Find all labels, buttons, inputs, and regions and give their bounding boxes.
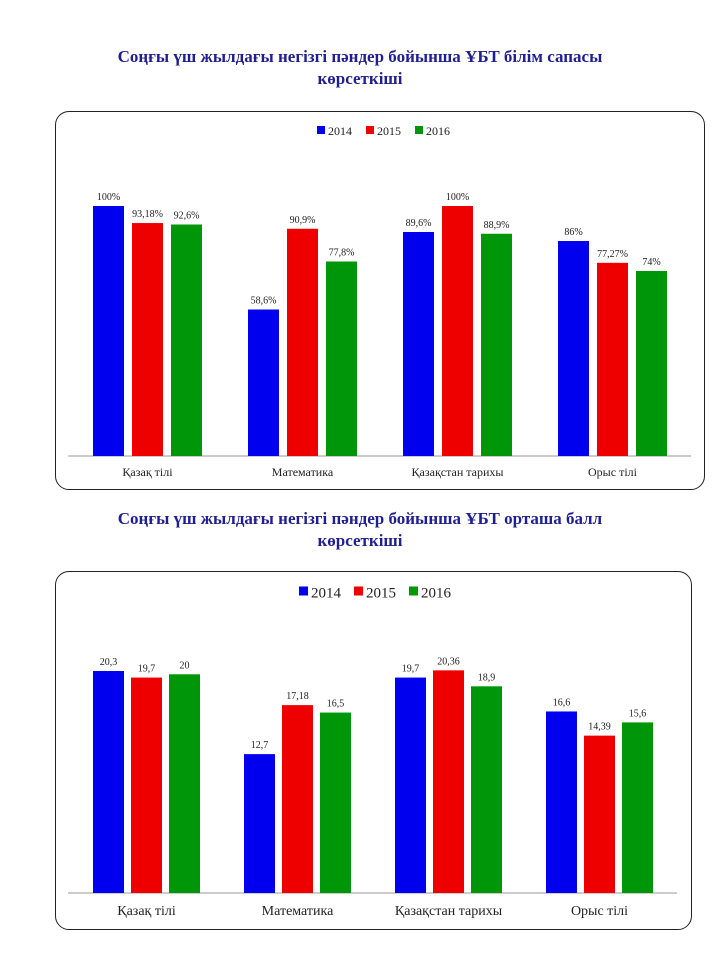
chart-title-quality-line1: Соңғы үш жылдағы негізгі пәндер бойынша … xyxy=(117,47,603,66)
quality-data-label-2014-0: 100% xyxy=(97,192,120,203)
score-bar-2016-0 xyxy=(169,674,200,893)
quality-category-label-1: Математика xyxy=(272,465,334,479)
chart-panel-average-score: 2014 2015 2016 20,3 19,7 20 Қазақ тілі 12,7 17,1… xyxy=(55,571,692,930)
chart-panel-quality: 2014 2015 2016 100% 93,18% 92,6% Қазақ тілі 58,… xyxy=(55,111,705,490)
quality-category-label-3: Орыс тілі xyxy=(588,465,638,479)
quality-data-label-2014-1: 58,6% xyxy=(251,296,277,307)
quality-bar-2015-2 xyxy=(442,206,473,456)
quality-bar-2016-0 xyxy=(171,224,202,456)
quality-legend-swatch-2014 xyxy=(317,126,325,134)
score-legend-swatch-2016 xyxy=(409,586,418,596)
score-category-label-1: Математика xyxy=(262,904,334,919)
score-data-label-2014-3: 16,6 xyxy=(553,697,571,708)
score-legend-swatch-2014 xyxy=(299,586,308,596)
score-data-label-2015-3: 14,39 xyxy=(588,722,611,733)
quality-bar-2014-1 xyxy=(248,309,279,456)
score-legend-swatch-2015 xyxy=(354,586,363,596)
quality-data-label-2015-3: 77,27% xyxy=(597,249,628,260)
quality-legend-swatch-2016 xyxy=(415,126,423,134)
quality-bar-2016-3 xyxy=(636,271,667,456)
quality-bar-2015-1 xyxy=(287,228,318,456)
chart-title-average-score-line1: Соңғы үш жылдағы негізгі пәндер бойынша … xyxy=(117,509,603,528)
quality-bar-2014-0 xyxy=(93,206,124,456)
quality-data-label-2014-3: 86% xyxy=(564,227,582,238)
score-bar-2016-3 xyxy=(622,722,653,893)
quality-data-label-2014-2: 89,6% xyxy=(406,218,432,229)
quality-data-label-2015-2: 100% xyxy=(446,192,469,203)
quality-legend-label-2014: 2014 xyxy=(328,124,352,138)
quality-data-label-2016-0: 92,6% xyxy=(174,211,200,222)
quality-bar-2015-0 xyxy=(132,223,163,456)
quality-legend-swatch-2015 xyxy=(366,126,374,134)
quality-bar-2014-2 xyxy=(403,232,434,456)
score-data-label-2015-1: 17,18 xyxy=(286,691,309,702)
score-bar-2014-0 xyxy=(93,671,124,893)
quality-data-label-2015-1: 90,9% xyxy=(290,215,316,226)
quality-legend-label-2016: 2016 xyxy=(426,124,450,138)
quality-bar-2015-3 xyxy=(597,262,628,456)
score-bar-2015-0 xyxy=(131,677,162,893)
quality-data-label-2015-0: 93,18% xyxy=(132,209,163,220)
score-bar-2014-3 xyxy=(546,711,577,893)
score-category-label-3: Орыс тілі xyxy=(571,904,628,919)
score-legend-label-2015: 2015 xyxy=(366,585,396,601)
score-bar-2015-3 xyxy=(584,735,615,893)
quality-category-label-2: Қазақстан тарихы xyxy=(412,465,504,479)
score-category-label-2: Қазақстан тарихы xyxy=(395,904,503,919)
score-bar-2014-2 xyxy=(395,677,426,893)
score-legend: 2014 2015 2016 xyxy=(299,585,452,601)
score-bar-2015-2 xyxy=(433,670,464,893)
score-legend-label-2016: 2016 xyxy=(421,585,452,601)
chart-quality: 2014 2015 2016 100% 93,18% 92,6% Қазақ тілі 58,… xyxy=(68,124,691,479)
quality-legend: 2014 2015 2016 xyxy=(317,124,450,138)
score-data-label-2015-2: 20,36 xyxy=(437,656,460,667)
score-data-label-2016-1: 16,5 xyxy=(327,699,345,710)
chart-title-quality: Соңғы үш жылдағы негізгі пәндер бойынша … xyxy=(0,46,720,90)
quality-legend-label-2015: 2015 xyxy=(377,124,401,138)
chart-average-score: 2014 2015 2016 20,3 19,7 20 Қазақ тілі 12,7 17,1… xyxy=(68,585,677,919)
score-data-label-2016-3: 15,6 xyxy=(629,708,647,719)
quality-bar-2016-2 xyxy=(481,233,512,456)
score-data-label-2015-0: 19,7 xyxy=(138,664,156,675)
quality-bar-2014-3 xyxy=(558,241,589,456)
quality-data-label-2016-3: 74% xyxy=(642,257,660,268)
score-bar-2016-1 xyxy=(320,712,351,893)
quality-category-label-0: Қазақ тілі xyxy=(122,465,173,479)
score-bar-2014-1 xyxy=(244,754,275,893)
chart-title-quality-line2: көрсеткіші xyxy=(317,69,403,88)
chart-title-average-score: Соңғы үш жылдағы негізгі пәндер бойынша … xyxy=(0,508,720,552)
score-data-label-2014-2: 19,7 xyxy=(402,664,420,675)
score-data-label-2016-2: 18,9 xyxy=(478,672,496,683)
score-data-label-2016-0: 20 xyxy=(180,660,190,671)
score-category-label-0: Қазақ тілі xyxy=(117,904,176,919)
score-legend-label-2014: 2014 xyxy=(311,585,342,601)
score-data-label-2014-0: 20,3 xyxy=(100,657,118,668)
score-bar-2015-1 xyxy=(282,705,313,893)
quality-data-label-2016-2: 88,9% xyxy=(484,220,510,231)
quality-data-label-2016-1: 77,8% xyxy=(329,248,355,259)
quality-bar-2016-1 xyxy=(326,261,357,456)
score-data-label-2014-1: 12,7 xyxy=(251,740,269,751)
chart-title-average-score-line2: көрсеткіші xyxy=(317,531,403,550)
score-bar-2016-2 xyxy=(471,686,502,893)
